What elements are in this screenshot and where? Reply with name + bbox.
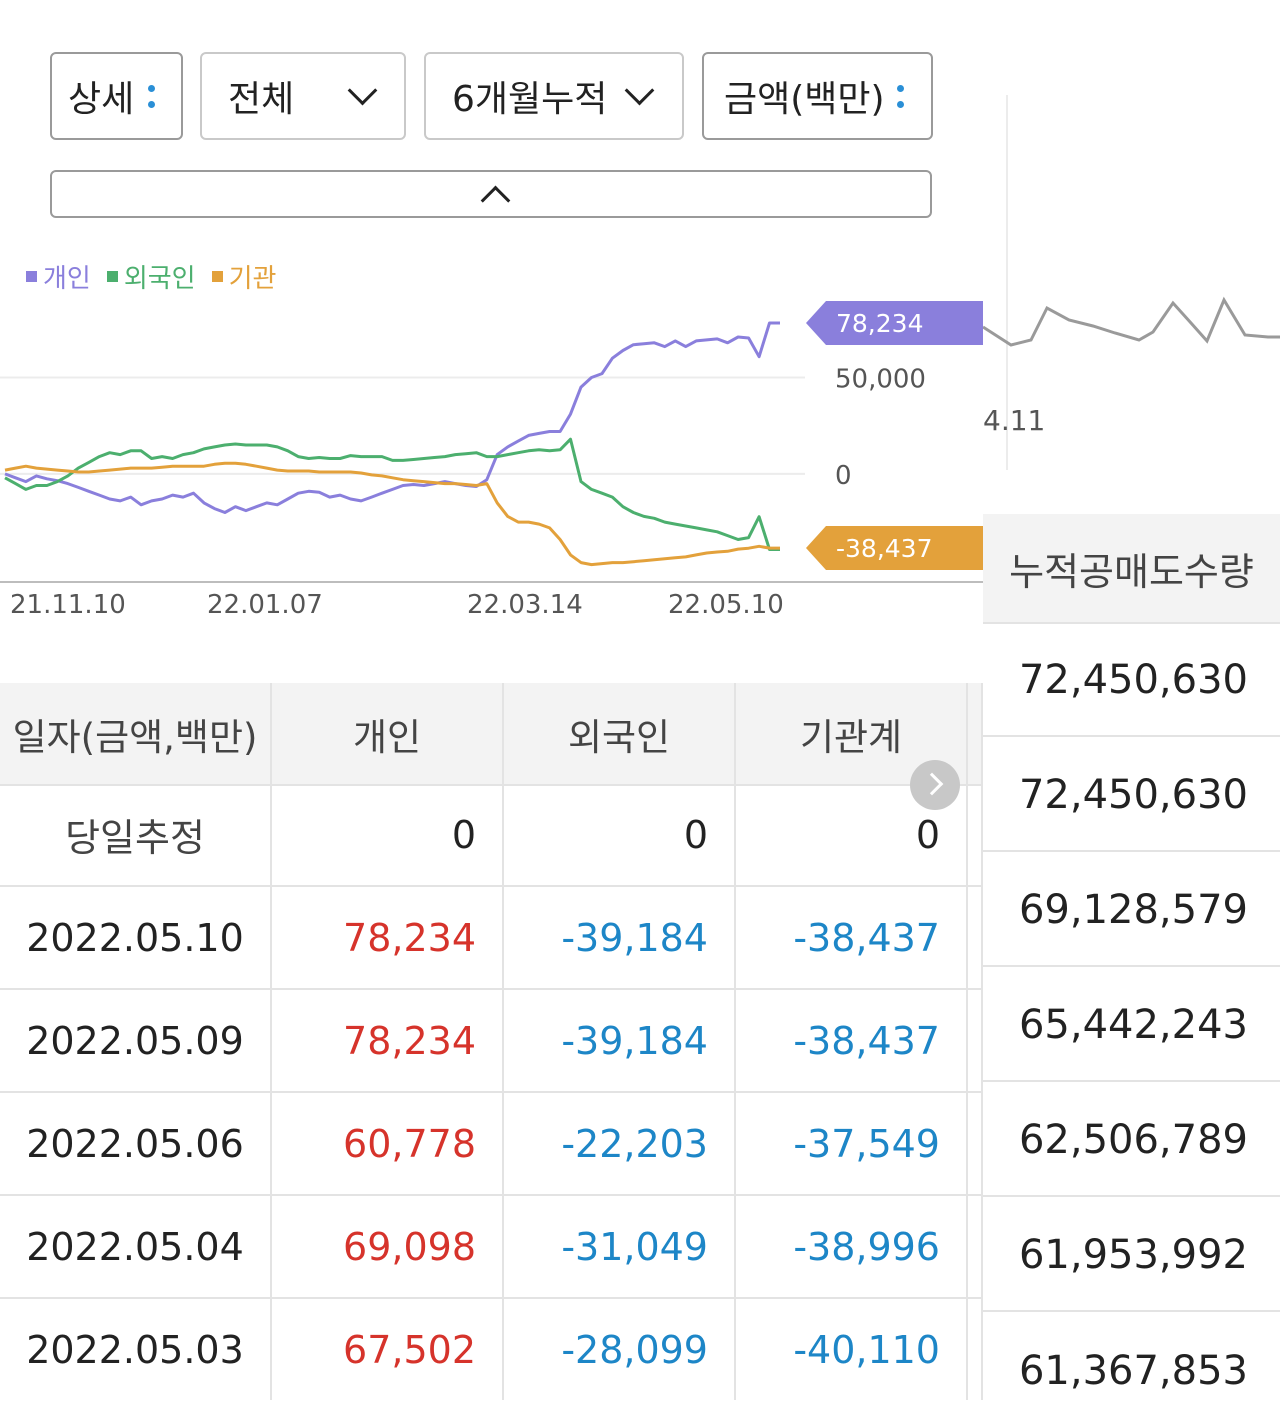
header-overflow <box>968 683 983 784</box>
more-options-icon <box>896 84 904 108</box>
collapse-toggle-button[interactable] <box>50 170 932 218</box>
row-foreign: 0 <box>504 784 736 885</box>
short-selling-value: 65,442,243 <box>983 969 1280 1082</box>
row-individual: 60,778 <box>272 1093 504 1194</box>
x-tick-label: 22.05.10 <box>668 590 784 620</box>
scroll-right-button[interactable] <box>910 760 960 810</box>
row-institution: -37,549 <box>736 1093 968 1194</box>
legend-label-foreign: 외국인 <box>123 264 196 294</box>
short-selling-panel: 4.11 누적공매도수량 72,450,630 72,450,630 69,12… <box>983 0 1280 1408</box>
x-tick: 4.11 <box>983 404 1045 437</box>
table-row: 2022.05.10 78,234 -39,184 -38,437 <box>0 887 983 990</box>
detail-dropdown-label: 상세 <box>68 79 135 120</box>
unit-dropdown[interactable]: 금액(백만) <box>702 52 933 140</box>
investor-trend-panel: 상세 전체 6개월누적 금액(백만) 개인 외국인 기관 50,000 0 21.1… <box>0 0 983 1408</box>
table-row: 당일추정 0 0 0 <box>0 784 983 887</box>
short-selling-chart: 4.11 <box>983 95 1280 470</box>
row-date: 2022.05.03 <box>0 1299 272 1400</box>
row-institution: -38,437 <box>736 990 968 1091</box>
row-foreign: -22,203 <box>504 1093 736 1194</box>
legend-swatch-foreign <box>106 271 118 282</box>
legend-item-individual: 개인 <box>26 258 91 295</box>
legend-item-institution: 기관 <box>211 258 277 295</box>
row-overflow <box>968 887 983 988</box>
header-individual: 개인 <box>272 683 504 784</box>
row-foreign: -39,184 <box>504 990 736 1091</box>
value-tag-shape <box>806 526 983 571</box>
row-overflow <box>968 990 983 1091</box>
value-tag-label: -38,437 <box>836 534 933 563</box>
header-foreign: 외국인 <box>504 683 736 784</box>
unit-dropdown-label: 금액(백만) <box>724 79 885 120</box>
row-institution: -38,996 <box>736 1196 968 1297</box>
row-date: 2022.05.10 <box>0 887 272 988</box>
short-selling-value: 61,953,992 <box>983 1199 1280 1312</box>
row-individual: 78,234 <box>272 887 504 988</box>
table-row: 2022.05.04 69,098 -31,049 -38,996 <box>0 1196 983 1299</box>
legend-swatch-institution <box>211 271 223 282</box>
legend-item-foreign: 외국인 <box>106 258 196 295</box>
value-tag: 78,234 <box>806 301 983 346</box>
table-row: 2022.05.09 78,234 -39,184 -38,437 <box>0 990 983 1093</box>
period-select[interactable]: 6개월누적 <box>424 52 684 140</box>
y-tick-label: 50,000 <box>835 365 926 395</box>
chevron-down-icon <box>625 75 655 105</box>
row-overflow <box>968 1299 983 1400</box>
table-header-row: 일자(금액,백만) 개인 외국인 기관계 <box>0 683 983 786</box>
scope-select-label: 전체 <box>228 79 295 120</box>
row-institution: -38,437 <box>736 887 968 988</box>
row-overflow <box>968 784 983 885</box>
short-selling-value: 72,450,630 <box>983 624 1280 737</box>
period-select-label: 6개월누적 <box>452 79 608 120</box>
value-tag-label: 78,234 <box>836 309 923 338</box>
short-selling-value: 69,128,579 <box>983 854 1280 967</box>
table-row: 2022.05.03 67,502 -28,099 -40,110 <box>0 1299 983 1400</box>
series-line <box>4 437 780 551</box>
row-date: 2022.05.04 <box>0 1196 272 1297</box>
row-individual: 78,234 <box>272 990 504 1091</box>
row-date: 당일추정 <box>0 784 272 885</box>
more-options-icon <box>148 84 156 108</box>
legend-label-institution: 기관 <box>228 264 277 294</box>
row-foreign: -31,049 <box>504 1196 736 1297</box>
row-institution: -40,110 <box>736 1299 968 1400</box>
short-selling-value: 61,367,853 <box>1018 1347 1248 1394</box>
x-tick-label: 22.01.07 <box>207 590 323 620</box>
row-foreign: -28,099 <box>504 1299 736 1400</box>
chart-legend: 개인 외국인 기관 <box>26 258 276 295</box>
row-individual: 67,502 <box>272 1299 504 1400</box>
row-foreign: -39,184 <box>504 887 736 988</box>
value-tag-shape <box>806 301 983 346</box>
x-tick-label: 21.11.10 <box>10 590 126 620</box>
short-selling-line <box>983 296 1280 347</box>
value-tag: -38,437 <box>806 526 983 571</box>
investor-trend-chart: 50,000 0 21.11.10 22.01.07 22.03.14 22.05.10 7… <box>0 301 983 620</box>
row-date: 2022.05.09 <box>0 990 272 1091</box>
series-line <box>4 461 780 567</box>
row-overflow <box>968 1093 983 1194</box>
legend-label-individual: 개인 <box>43 264 91 294</box>
header-institution: 기관계 <box>736 683 968 784</box>
row-overflow <box>968 1196 983 1297</box>
chevron-up-icon <box>480 185 511 216</box>
x-tick-label: 22.03.14 <box>467 590 583 620</box>
chevron-down-icon <box>347 75 378 105</box>
scope-select[interactable]: 전체 <box>200 52 406 140</box>
y-tick-label: 0 <box>835 461 852 491</box>
header-date: 일자(금액,백만) <box>0 683 272 784</box>
table-row: 2022.05.06 60,778 -22,203 -37,549 <box>0 1093 983 1196</box>
row-individual: 69,098 <box>272 1196 504 1297</box>
short-selling-header: 누적공매도수량 <box>983 514 1280 624</box>
series-line <box>4 321 780 514</box>
short-selling-value: 72,450,630 <box>983 739 1280 852</box>
row-institution: 0 <box>736 784 968 885</box>
legend-swatch-individual <box>26 271 37 282</box>
detail-dropdown[interactable]: 상세 <box>50 52 183 140</box>
row-individual: 0 <box>272 784 504 885</box>
short-selling-value: 62,506,789 <box>983 1084 1280 1197</box>
row-date: 2022.05.06 <box>0 1093 272 1194</box>
